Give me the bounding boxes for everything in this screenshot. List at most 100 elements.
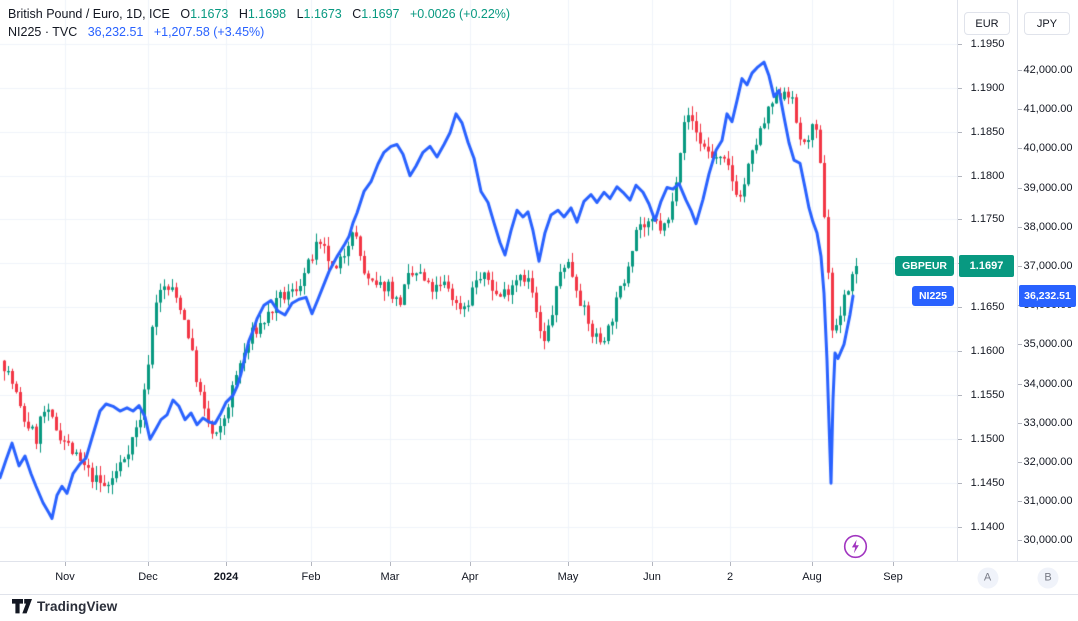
time-axis-label: Sep (883, 571, 903, 583)
axis-tick-mark (1018, 384, 1022, 385)
time-axis-label: Apr (461, 571, 479, 583)
eur-axis-tick: 1.1450 (970, 476, 1005, 489)
low-label: L (296, 7, 304, 21)
axis-tick-mark (1018, 501, 1022, 502)
time-axis-label: Feb (301, 571, 321, 583)
change-value: +0.0026 (+0.22%) (410, 7, 511, 21)
axis-tick-mark (1018, 148, 1022, 149)
close-label: C (352, 7, 362, 21)
time-tick-mark (148, 562, 149, 566)
time-tick-mark (652, 562, 653, 566)
gbpeur-price-tag: 1.1697 (959, 255, 1014, 277)
axis-separator-2 (1017, 0, 1018, 595)
axis-tick-mark (958, 483, 962, 484)
jpy-axis-tick: 30,000.00 (1023, 534, 1073, 547)
time-tick-mark (226, 562, 227, 566)
time-tick-mark (568, 562, 569, 566)
axis-tick-mark (1018, 227, 1022, 228)
axis-tick-mark (1018, 70, 1022, 71)
eur-axis-tick: 1.1850 (970, 125, 1005, 138)
axis-tick-mark (1018, 188, 1022, 189)
overlay-value: 36,232.51 (87, 25, 144, 39)
time-tick-mark (812, 562, 813, 566)
time-tick-mark (893, 562, 894, 566)
axis-tick-mark (1018, 109, 1022, 110)
time-axis-label: Jun (643, 571, 661, 583)
jpy-axis-tick: 32,000.00 (1023, 455, 1073, 468)
eur-axis-tick: 1.1400 (970, 520, 1005, 533)
low-value: 1.1673 (303, 7, 342, 21)
jpy-axis-tick: 31,000.00 (1023, 495, 1073, 508)
eur-axis-tick: 1.1650 (970, 301, 1005, 314)
eur-axis-tick: 1.1900 (970, 81, 1005, 94)
price-chart-canvas[interactable] (0, 0, 957, 561)
jpy-axis-tick: 40,000.00 (1023, 142, 1073, 155)
axis-tick-mark (958, 88, 962, 89)
axis-tick-mark (1018, 423, 1022, 424)
time-axis[interactable]: Nov Dec 2024 Feb Mar Apr May Jun 2 Aug Sep (0, 561, 957, 595)
time-tick-mark (390, 562, 391, 566)
open-value: 1.1673 (190, 7, 229, 21)
a-scale-button[interactable]: A (977, 567, 998, 589)
jpy-axis-tick: 35,000.00 (1023, 338, 1073, 351)
time-axis-label: Nov (55, 571, 75, 583)
eur-axis-tick: 1.1950 (970, 37, 1005, 50)
time-tick-mark (730, 562, 731, 566)
overlay-symbol-title: NI225 · TVC (8, 25, 78, 39)
gbpeur-symbol-pill[interactable]: GBPEUR (895, 256, 954, 276)
time-axis-label: 2 (726, 571, 734, 583)
b-scale-button[interactable]: B (1037, 567, 1059, 589)
jpy-axis-tick: 38,000.00 (1023, 220, 1073, 233)
high-label: H (238, 7, 248, 21)
axis-tick-mark (958, 351, 962, 352)
b-scale-cell: B (1018, 561, 1078, 595)
flash-event-icon[interactable] (843, 534, 868, 564)
footer-bar: TradingView (0, 595, 1078, 621)
axis-separator (957, 0, 958, 595)
axis-tick-mark (1018, 266, 1022, 267)
eur-axis-tick: 1.1550 (970, 389, 1005, 402)
axis-tick-mark (958, 44, 962, 45)
tradingview-logo-text: TradingView (37, 599, 118, 614)
axis-tick-mark (958, 176, 962, 177)
symbol-legend-row-1[interactable]: British Pound / Euro, 1D, ICE O1.1673 H1… (8, 7, 510, 21)
time-axis-label: May (557, 571, 579, 583)
symbol-legend-row-2[interactable]: NI225 · TVC 36,232.51 +1,207.58 (+3.45%) (8, 25, 264, 39)
jpy-axis-tick: 34,000.00 (1023, 377, 1073, 390)
eur-axis-tick: 1.1750 (970, 213, 1005, 226)
tradingview-logo[interactable]: TradingView (12, 599, 117, 614)
ni225-symbol-pill[interactable]: NI225 (911, 286, 954, 307)
jpy-axis-tick: 41,000.00 (1023, 103, 1073, 116)
symbol-title: British Pound / Euro, 1D, ICE (8, 7, 170, 21)
open-label: O (180, 7, 191, 21)
a-scale-cell: A (957, 561, 1018, 595)
eur-currency-button[interactable]: EUR (964, 12, 1010, 35)
close-value: 1.1697 (361, 7, 400, 21)
eur-axis-tick: 1.1600 (970, 345, 1005, 358)
time-axis-label: 2024 (213, 571, 239, 583)
eur-price-axis[interactable]: 1.19501.19001.18501.18001.17501.17001.16… (958, 0, 1017, 561)
jpy-axis-tick: 39,000.00 (1023, 181, 1073, 194)
axis-tick-mark (958, 395, 962, 396)
eur-axis-tick: 1.1500 (970, 432, 1005, 445)
axis-tick-mark (1018, 344, 1022, 345)
time-axis-label: Dec (138, 571, 158, 583)
high-value: 1.1698 (247, 7, 287, 21)
time-tick-mark (311, 562, 312, 566)
jpy-axis-tick: 33,000.00 (1023, 416, 1073, 429)
jpy-price-axis[interactable]: 42,000.00 41,000.00 40,000.00 39,000.00 38,0… (1018, 0, 1078, 561)
tradingview-logo-icon (12, 599, 32, 614)
axis-tick-mark (958, 527, 962, 528)
jpy-axis-tick: 42,000.00 (1023, 63, 1073, 76)
jpy-currency-button[interactable]: JPY (1024, 12, 1070, 35)
axis-tick-mark (958, 132, 962, 133)
axis-tick-mark (958, 439, 962, 440)
time-axis-label: Aug (802, 571, 822, 583)
jpy-axis-tick: 37,000.00 (1023, 259, 1073, 272)
overlay-change: +1,207.58 (+3.45%) (153, 25, 265, 39)
time-axis-label: Mar (380, 571, 400, 583)
axis-tick-mark (1018, 462, 1022, 463)
axis-tick-mark (958, 219, 962, 220)
axis-tick-mark (1018, 540, 1022, 541)
